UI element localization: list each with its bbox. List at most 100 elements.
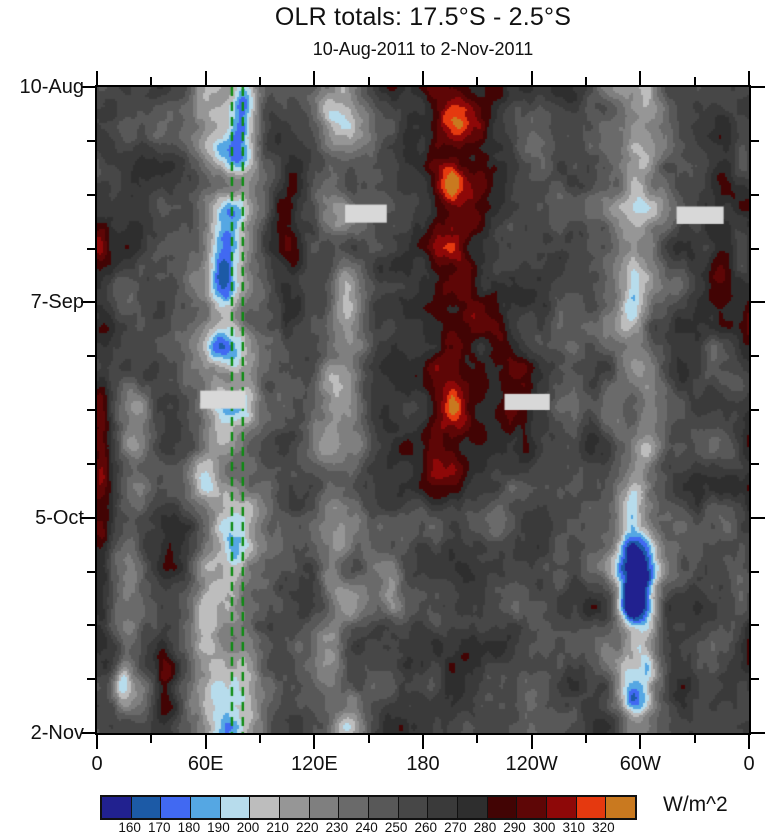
colorbar-cell: [397, 797, 428, 818]
axis-tick: [693, 735, 696, 743]
axis-tick: [751, 624, 759, 627]
colorbar-cell: [130, 797, 161, 818]
axis-tick: [87, 624, 95, 627]
contour-field-canvas: [97, 87, 749, 733]
colorbar-cell: [102, 797, 131, 818]
colorbar-units-label: W/m^2: [663, 793, 728, 816]
colorbar-cell: [605, 797, 636, 818]
colorbar-cell: [338, 797, 369, 818]
axis-tick: [748, 735, 750, 749]
colorbar-tick-label: 190: [207, 820, 230, 834]
colorbar-tick-label: 160: [118, 820, 141, 834]
x-tick-label: 120W: [505, 753, 558, 775]
colorbar-tick-label: 290: [503, 820, 526, 834]
axis-tick: [87, 570, 95, 573]
axis-tick: [87, 409, 95, 411]
axis-tick: [585, 77, 587, 85]
colorbar: [100, 795, 637, 820]
colorbar-tick-label: 280: [473, 820, 497, 834]
colorbar-cell: [160, 797, 191, 818]
colorbar-tick-label: 310: [562, 820, 586, 834]
colorbar-tick-label: 230: [325, 820, 349, 834]
axis-tick: [751, 678, 759, 681]
y-tick-label: 5-Oct: [35, 506, 84, 529]
x-tick-label: 0: [743, 753, 755, 775]
axis-tick: [639, 71, 642, 85]
axis-tick: [313, 735, 316, 749]
axis-tick: [530, 71, 533, 85]
axis-tick: [81, 516, 95, 519]
y-tick-label: 2-Nov: [30, 722, 84, 744]
x-tick-label: 60W: [619, 753, 661, 775]
axis-tick: [87, 247, 95, 250]
axis-tick: [422, 71, 424, 85]
x-tick-label: 0: [91, 753, 103, 775]
axis-tick: [476, 735, 479, 743]
axis-tick: [751, 516, 765, 519]
axis-tick: [87, 139, 95, 142]
axis-tick: [81, 301, 95, 304]
colorbar-tick-label: 210: [266, 820, 289, 834]
colorbar-cell: [457, 797, 487, 818]
colorbar-tick-label: 180: [177, 820, 201, 834]
axis-tick: [313, 71, 316, 85]
axis-tick: [751, 409, 759, 411]
colorbar-cell: [249, 797, 280, 818]
axis-tick: [259, 735, 261, 743]
axis-tick: [204, 735, 207, 749]
axis-tick: [639, 735, 642, 749]
colorbar-tick-label: 320: [592, 820, 615, 834]
colorbar-cell: [427, 797, 458, 818]
colorbar-tick-label: 200: [236, 820, 260, 834]
colorbar-tick-label: 260: [414, 820, 437, 834]
colorbar-tick-label: 240: [355, 820, 378, 834]
axis-tick: [751, 462, 759, 465]
axis-tick: [693, 77, 696, 85]
axis-tick: [751, 193, 759, 196]
axis-tick: [422, 735, 424, 749]
colorbar-tick-label: 300: [532, 820, 556, 834]
axis-tick: [476, 77, 479, 85]
axis-tick: [751, 570, 759, 573]
axis-tick: [81, 732, 95, 734]
colorbar-cell: [546, 797, 576, 818]
colorbar-cell: [575, 797, 606, 818]
colorbar-cell: [368, 797, 398, 818]
x-tick-label: 120E: [290, 753, 338, 775]
chart-title: OLR totals: 17.5°S - 2.5°S: [274, 3, 572, 31]
axis-tick: [204, 71, 207, 85]
axis-tick: [87, 678, 95, 681]
axis-tick: [751, 301, 765, 304]
chart-subtitle: 10-Aug-2011 to 2-Nov-2011: [312, 39, 534, 59]
axis-tick: [96, 71, 98, 85]
colorbar-cell: [219, 797, 250, 818]
colorbar-tick-label: 170: [147, 820, 171, 834]
colorbar-cell: [190, 797, 220, 818]
axis-tick: [367, 77, 370, 85]
axis-tick: [585, 735, 587, 743]
axis-tick: [87, 462, 95, 465]
colorbar-tick-label: 220: [296, 820, 319, 834]
axis-tick: [87, 355, 95, 358]
x-tick-label: 60E: [187, 753, 224, 775]
colorbar-cell: [516, 797, 547, 818]
axis-tick: [81, 86, 95, 88]
axis-tick: [748, 71, 750, 85]
axis-tick: [751, 355, 759, 358]
axis-tick: [751, 247, 759, 250]
axis-tick: [87, 193, 95, 196]
colorbar-tick-label: 270: [444, 820, 467, 834]
axis-tick: [751, 139, 759, 142]
colorbar-cell: [486, 797, 517, 818]
axis-tick: [367, 735, 370, 743]
axis-tick: [150, 77, 153, 85]
axis-tick: [96, 735, 98, 749]
axis-tick: [751, 732, 765, 734]
axis-tick: [530, 735, 533, 749]
x-tick-label: 180: [406, 753, 440, 775]
y-tick-label: 10-Aug: [19, 76, 85, 98]
y-tick-label: 7-Sep: [30, 291, 84, 314]
axis-tick: [751, 86, 765, 88]
